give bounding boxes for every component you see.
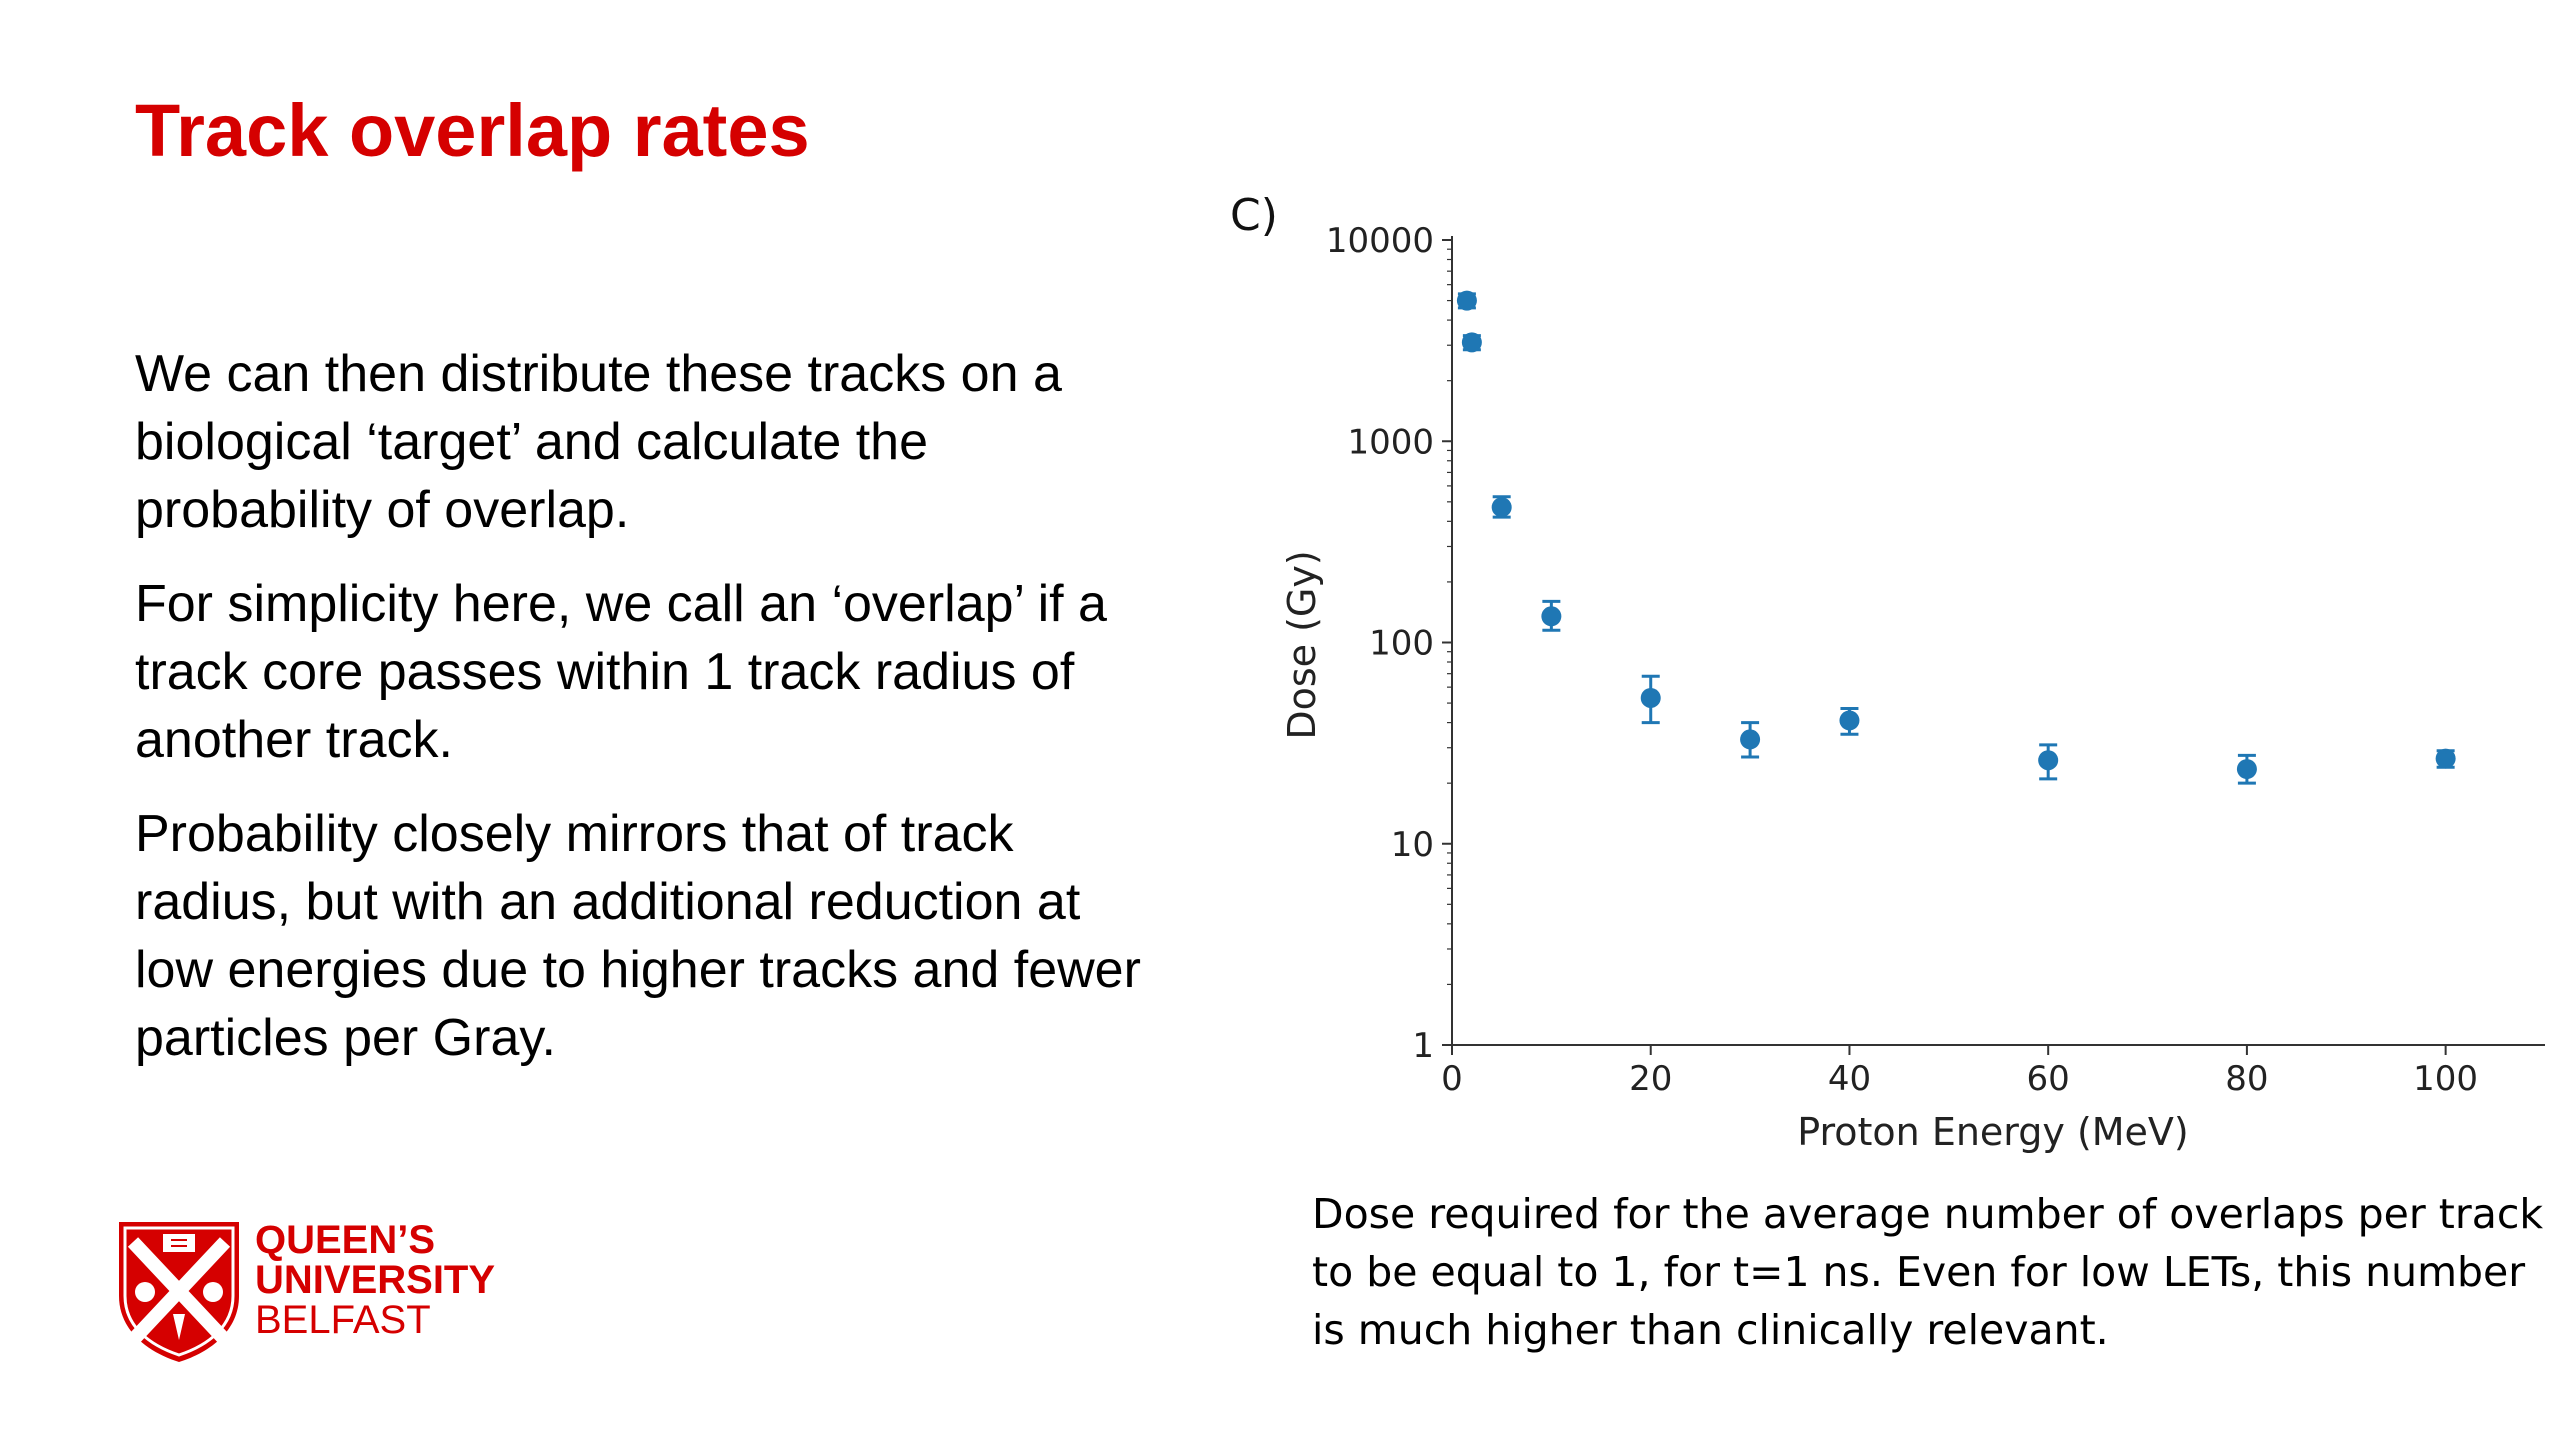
chart-axes	[1451, 236, 2545, 1046]
data-marker	[2038, 750, 2059, 771]
body-text: We can then distribute these tracks on a…	[135, 340, 1145, 1098]
x-tick-label: 0	[1441, 1059, 1463, 1099]
data-point	[2435, 748, 2456, 769]
data-marker	[1541, 606, 1562, 627]
y-tick-label: 100	[1369, 624, 1434, 664]
university-name: QUEEN’S UNIVERSITY BELFAST	[255, 1220, 495, 1340]
x-tick-label: 100	[2413, 1059, 2478, 1099]
panel-label: C)	[1230, 190, 1278, 241]
x-tick-label: 20	[1629, 1059, 1672, 1099]
paragraph-distribution: We can then distribute these tracks on a…	[135, 345, 1062, 539]
data-point	[1740, 721, 1761, 759]
paragraph-probability: Probability closely mirrors that of trac…	[135, 805, 1141, 1067]
data-point	[2236, 753, 2257, 785]
data-marker	[2236, 759, 2257, 780]
university-crest-icon	[119, 1222, 239, 1362]
data-marker	[1740, 729, 1761, 750]
data-marker	[1640, 687, 1661, 708]
slide-title: Track overlap rates	[135, 89, 810, 172]
logo-line-3: BELFAST	[255, 1298, 431, 1342]
data-point	[1461, 332, 1482, 353]
data-point	[1640, 674, 1661, 725]
data-marker	[1456, 290, 1477, 311]
chart-points	[1456, 290, 2456, 785]
x-tick-label: 40	[1828, 1059, 1871, 1099]
y-axis-label: Dose (Gy)	[1280, 550, 1324, 739]
y-tick-label: 10	[1391, 825, 1434, 865]
data-marker	[2435, 748, 2456, 769]
figure-caption: Dose required for the average number of …	[1312, 1190, 2544, 1354]
data-point	[1541, 599, 1562, 632]
university-logo: QUEEN’S UNIVERSITY BELFAST	[115, 1218, 515, 1368]
logo-line-1: QUEEN’S	[255, 1218, 436, 1262]
data-marker	[1839, 710, 1860, 731]
dose-scatter-chart: 0 20 40 60 80 100 1 10 100 1000 10000 Proton Energ…	[1280, 221, 2545, 1154]
data-point	[1491, 495, 1512, 519]
paragraph-overlap-definition: For simplicity here, we call an ‘overlap…	[135, 575, 1107, 769]
data-point	[1456, 290, 1477, 311]
data-point	[2038, 743, 2059, 781]
x-tick-label: 60	[2027, 1059, 2070, 1099]
data-point	[1839, 706, 1860, 736]
data-marker	[1491, 497, 1512, 518]
y-tick-label: 1000	[1347, 422, 1434, 462]
x-tick-label: 80	[2225, 1059, 2268, 1099]
logo-line-2: UNIVERSITY	[255, 1258, 496, 1302]
x-axis-label: Proton Energy (MeV)	[1797, 1110, 2189, 1154]
y-tick-label: 10000	[1326, 221, 1434, 261]
data-marker	[1461, 332, 1482, 353]
chart-ticks: 0 20 40 60 80 100 1 10 100 1000 10000	[1326, 221, 2478, 1099]
y-tick-label: 1	[1412, 1026, 1434, 1066]
